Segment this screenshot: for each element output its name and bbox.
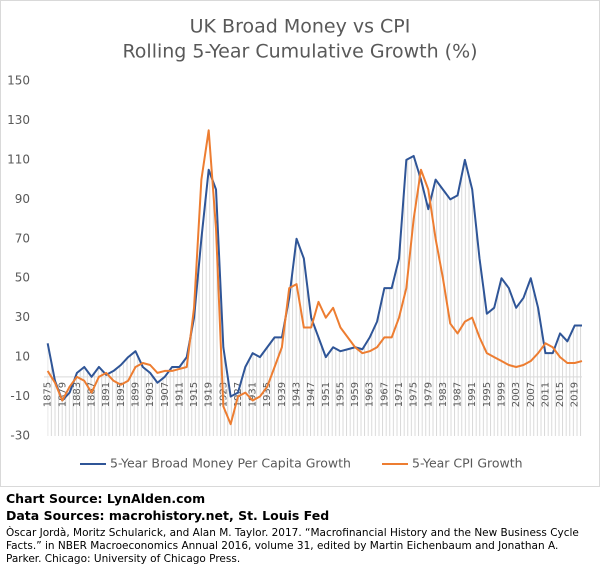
source: Chart Source: LynAlden.com — [6, 491, 206, 506]
x-tick-label: 1963 — [365, 382, 376, 407]
x-tick-label: 1935 — [262, 382, 273, 407]
x-tick-label: 1943 — [292, 382, 303, 407]
x-tick-label: 2007 — [526, 382, 537, 407]
x-tick-label: 1903 — [145, 382, 156, 407]
x-tick-label: 2003 — [511, 382, 522, 407]
x-tick-label: 1975 — [409, 382, 420, 407]
x-tick-label: 1875 — [43, 382, 54, 407]
y-tick-label: 70 — [15, 231, 30, 245]
x-tick-label: 1927 — [233, 382, 244, 407]
y-tick-label: 110 — [7, 152, 30, 166]
y-tick-label: 150 — [7, 74, 30, 88]
x-tick-label: 1995 — [482, 382, 493, 407]
chart-subtitle: Rolling 5-Year Cumulative Growth (%) — [122, 41, 477, 63]
x-tick-label: 1879 — [57, 382, 68, 407]
x-tick-label: 1911 — [174, 382, 185, 407]
legend-label: 5-Year Broad Money Per Capita Growth — [110, 456, 351, 471]
chart: UK Broad Money vs CPI Rolling 5-Year Cum… — [0, 0, 600, 487]
notes: Chart Source: LynAlden.com Data Sources:… — [6, 490, 594, 566]
x-tick-label: 2019 — [570, 382, 581, 407]
x-tick-label: 1907 — [160, 382, 171, 407]
x-tick-label: 1955 — [335, 382, 346, 407]
x-tick-label: 1983 — [438, 382, 449, 407]
data-sources: Data Sources: macrohistory.net, St. Loui… — [6, 508, 330, 523]
series-line — [46, 154, 582, 402]
y-tick-label: 30 — [15, 310, 30, 324]
x-tick-label: 2011 — [540, 382, 551, 407]
chart-title: UK Broad Money vs CPI — [190, 16, 411, 38]
legend-label: 5-Year CPI Growth — [412, 456, 523, 471]
x-tick-label: 2015 — [555, 382, 566, 407]
x-tick-label: 1971 — [394, 382, 405, 407]
y-tick-label: 10 — [15, 350, 30, 364]
x-tick-label: 1991 — [467, 382, 478, 407]
x-tick-label: 1959 — [350, 382, 361, 407]
citation: Òscar Jordà, Moritz Schularick, and Alan… — [6, 527, 579, 565]
x-tick-label: 1979 — [423, 382, 434, 407]
x-tick-label: 1891 — [101, 382, 112, 407]
x-tick-label: 1999 — [496, 382, 507, 407]
series-line — [46, 129, 583, 426]
x-tick-label: 1947 — [306, 382, 317, 407]
y-tick-label: -10 — [10, 389, 30, 403]
x-tick-label: 1967 — [379, 382, 390, 407]
x-tick-label: 1915 — [189, 382, 200, 407]
x-tick-label: 1931 — [248, 382, 259, 407]
x-tick-label: 1919 — [204, 382, 215, 407]
x-tick-label: 1895 — [116, 382, 127, 407]
x-tick-label: 1951 — [321, 382, 332, 407]
x-tick-label: 1939 — [277, 382, 288, 407]
y-tick-label: 130 — [7, 113, 30, 127]
x-tick-label: 1883 — [72, 382, 83, 407]
y-tick-label: -30 — [10, 429, 30, 443]
y-tick-label: 90 — [15, 192, 30, 206]
x-tick-label: 1987 — [453, 382, 464, 407]
y-tick-label: 50 — [15, 271, 30, 285]
x-tick-label: 1899 — [130, 382, 141, 407]
x-tick-label: 1887 — [87, 382, 98, 407]
